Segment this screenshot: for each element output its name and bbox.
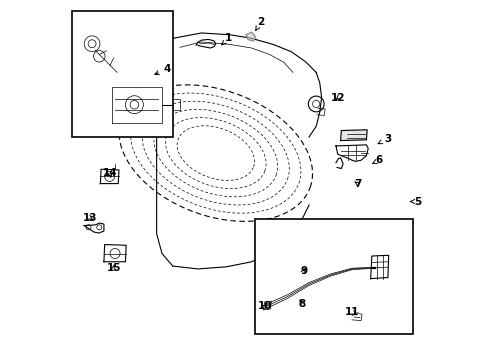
Bar <box>255 220 412 334</box>
Text: 14: 14 <box>102 168 117 178</box>
Bar <box>72 12 172 137</box>
Text: 12: 12 <box>330 93 345 103</box>
Text: 3: 3 <box>377 134 391 144</box>
Text: 4: 4 <box>155 64 171 75</box>
Polygon shape <box>246 32 255 41</box>
Text: 6: 6 <box>372 155 382 165</box>
Text: 2: 2 <box>255 17 264 30</box>
Text: 9: 9 <box>300 266 306 276</box>
Polygon shape <box>340 130 366 140</box>
Text: 7: 7 <box>353 179 361 189</box>
Text: 10: 10 <box>258 301 272 311</box>
Text: 15: 15 <box>106 263 121 273</box>
Text: 8: 8 <box>298 299 305 309</box>
Text: 13: 13 <box>82 213 97 222</box>
Text: 5: 5 <box>409 197 420 207</box>
Text: 1: 1 <box>222 33 231 45</box>
Text: 11: 11 <box>344 307 359 317</box>
